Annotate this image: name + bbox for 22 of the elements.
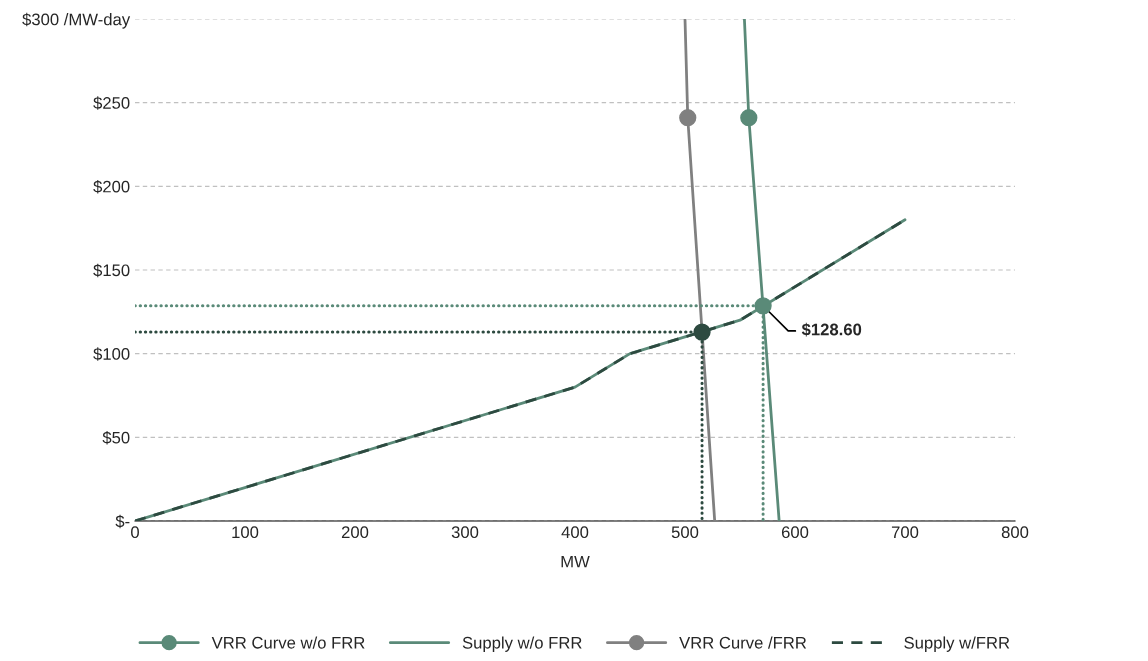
x-tick-label: 800 [1001,526,1029,539]
x-tick-label: 100 [232,526,259,539]
legend-label: Supply w/FRR [904,636,1010,652]
legend-label: Supply w/o FRR [462,636,582,652]
legend-label: VRR Curve w/o FRR [211,636,365,649]
y-tick-label: $300 /MW-day [22,12,131,29]
y-tick-label: $200 [93,180,130,194]
x-tick-label: 700 [891,526,919,539]
x-tick-label: 600 [781,526,809,539]
x-tick-label: 300 [451,526,479,539]
legend-label: VRR Curve /FRR [679,636,807,649]
x-axis-title: MW [561,555,590,568]
annotation: $128.60 [801,322,862,337]
y-tick-label: $- [115,514,130,529]
y-tick-label: $250 [93,96,130,110]
y-tick-label: $50 [102,431,130,445]
y-tick-label: $100 [93,347,130,361]
x-tick-label: 400 [561,526,589,539]
x-tick-label: 200 [341,526,369,539]
x-tick-label: 500 [671,526,699,539]
x-tick-label: 0 [131,526,139,539]
y-tick-label: $150 [93,263,130,278]
